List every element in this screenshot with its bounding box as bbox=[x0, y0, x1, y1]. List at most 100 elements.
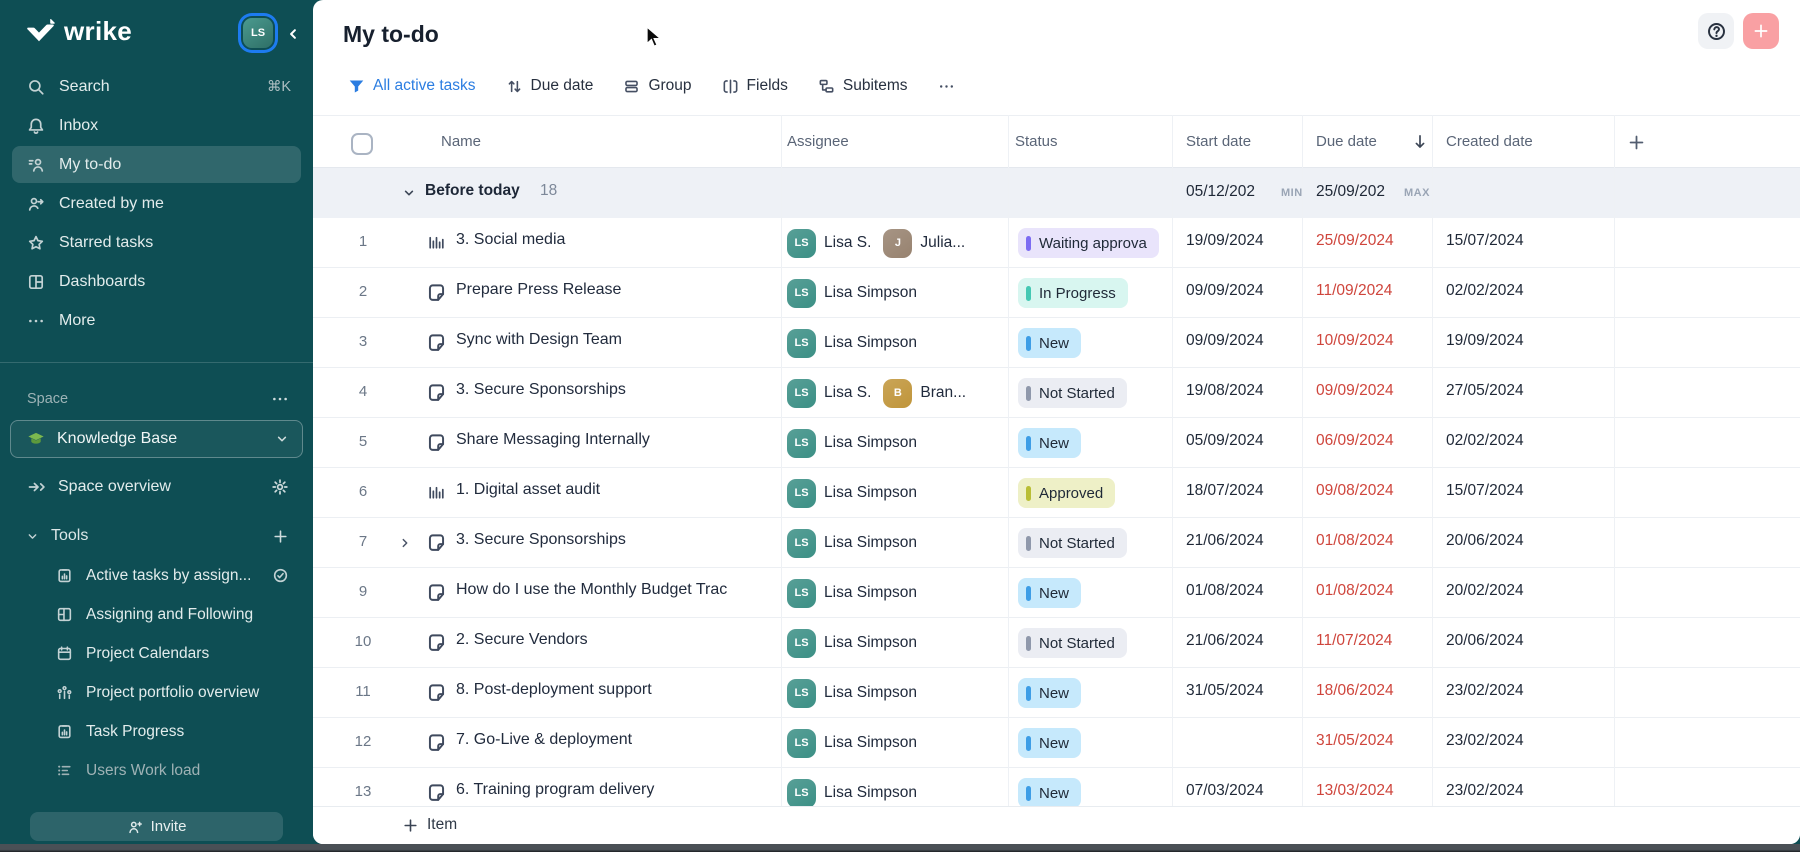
start-date-cell[interactable]: 31/05/2024 bbox=[1186, 682, 1264, 699]
space-more-icon[interactable] bbox=[271, 390, 289, 408]
start-date-cell[interactable]: 01/08/2024 bbox=[1186, 582, 1264, 599]
due-date-cell[interactable]: 10/09/2024 bbox=[1316, 332, 1394, 349]
select-all-checkbox[interactable] bbox=[351, 133, 373, 155]
status-badge[interactable]: New bbox=[1018, 328, 1082, 358]
due-date-cell[interactable]: 09/09/2024 bbox=[1316, 382, 1394, 399]
toolbar-more-button[interactable] bbox=[938, 78, 955, 95]
assignee-cell[interactable]: LS Lisa Simpson bbox=[787, 578, 1013, 608]
assignee-cell[interactable]: LS Lisa Simpson bbox=[787, 528, 1013, 558]
due-date-cell[interactable]: 01/08/2024 bbox=[1316, 532, 1394, 549]
status-badge[interactable]: Not Started bbox=[1018, 628, 1127, 658]
tool-item-project-portfolio-overview[interactable]: Project portfolio overview bbox=[0, 673, 313, 712]
column-header-created-date[interactable]: Created date bbox=[1446, 133, 1533, 150]
column-header-due-date[interactable]: Due date bbox=[1316, 133, 1377, 150]
space-selector-knowledge-base[interactable]: Knowledge Base bbox=[10, 420, 303, 458]
sort-descending-icon[interactable] bbox=[1411, 133, 1429, 151]
tool-item-project-calendars[interactable]: Project Calendars bbox=[0, 634, 313, 673]
status-badge[interactable]: New bbox=[1018, 678, 1082, 708]
add-tool-icon[interactable] bbox=[272, 528, 289, 545]
created-date-cell[interactable]: 23/02/2024 bbox=[1446, 732, 1524, 749]
task-row[interactable]: 13 6. Training program delivery LS Lisa Sim… bbox=[313, 768, 1800, 806]
task-name[interactable]: 3. Secure Sponsorships bbox=[456, 531, 626, 548]
task-row[interactable]: 3 Sync with Design Team LS Lisa Simpson New 0… bbox=[313, 318, 1800, 368]
expand-chevron-icon[interactable] bbox=[397, 535, 413, 551]
task-row[interactable]: 7 3. Secure Sponsorships LS Lisa Simpson Not… bbox=[313, 518, 1800, 568]
tool-item-assigning-and-following[interactable]: Assigning and Following bbox=[0, 595, 313, 634]
column-header-name[interactable]: Name bbox=[441, 133, 482, 150]
column-header-assignee[interactable]: Assignee bbox=[787, 133, 849, 150]
sidebar-item-dashboards[interactable]: Dashboards bbox=[0, 262, 313, 301]
add-item-row[interactable]: Item bbox=[313, 806, 1800, 844]
sidebar-item-starred-tasks[interactable]: Starred tasks bbox=[0, 223, 313, 262]
assignee-cell[interactable]: LS Lisa Simpson bbox=[787, 728, 1013, 758]
start-date-cell[interactable]: 19/09/2024 bbox=[1186, 232, 1264, 249]
task-row[interactable]: 2 Prepare Press Release LS Lisa Simpson In P… bbox=[313, 268, 1800, 318]
task-row[interactable]: 4 3. Secure Sponsorships LS Lisa S. B Bran...… bbox=[313, 368, 1800, 418]
start-date-cell[interactable]: 18/07/2024 bbox=[1186, 482, 1264, 499]
assignee-cell[interactable]: LS Lisa Simpson bbox=[787, 628, 1013, 658]
due-date-cell[interactable]: 18/06/2024 bbox=[1316, 682, 1394, 699]
sidebar-item-space-overview[interactable]: Space overview bbox=[27, 470, 289, 504]
status-badge[interactable]: Waiting approva bbox=[1018, 228, 1159, 258]
sidebar-item-more[interactable]: More bbox=[0, 301, 313, 340]
status-badge[interactable]: In Progress bbox=[1018, 278, 1128, 308]
status-badge[interactable]: Not Started bbox=[1018, 528, 1127, 558]
due-date-cell[interactable]: 06/09/2024 bbox=[1316, 432, 1394, 449]
gear-icon[interactable] bbox=[271, 478, 289, 496]
assignee-cell[interactable]: LS Lisa S. J Julia... bbox=[787, 228, 1013, 258]
created-date-cell[interactable]: 23/02/2024 bbox=[1446, 682, 1524, 699]
sort-button[interactable]: Due date bbox=[506, 77, 593, 95]
sidebar-collapse-icon[interactable] bbox=[284, 25, 302, 43]
user-avatar[interactable]: LS bbox=[243, 18, 273, 48]
task-row[interactable]: 12 7. Go-Live & deployment LS Lisa Simpson N… bbox=[313, 718, 1800, 768]
sidebar-item-my-to-do[interactable]: My to-do bbox=[0, 145, 313, 184]
status-badge[interactable]: New bbox=[1018, 778, 1082, 806]
add-column-icon[interactable] bbox=[1627, 133, 1646, 152]
created-date-cell[interactable]: 27/05/2024 bbox=[1446, 382, 1524, 399]
created-date-cell[interactable]: 20/06/2024 bbox=[1446, 632, 1524, 649]
wrike-logo[interactable]: wrike bbox=[26, 16, 132, 47]
task-name[interactable]: Prepare Press Release bbox=[456, 281, 622, 298]
group-collapse-chevron-icon[interactable] bbox=[401, 185, 417, 201]
task-name[interactable]: 1. Digital asset audit bbox=[456, 481, 601, 498]
task-name[interactable]: 8. Post-deployment support bbox=[456, 681, 652, 698]
task-name[interactable]: 3. Secure Sponsorships bbox=[456, 381, 626, 398]
subitems-button[interactable]: Subitems bbox=[818, 77, 908, 95]
task-name[interactable]: Share Messaging Internally bbox=[456, 431, 650, 448]
task-row[interactable]: 1 3. Social media LS Lisa S. J Julia... Waitin… bbox=[313, 218, 1800, 268]
tool-item-users-work-load[interactable]: Users Work load bbox=[0, 751, 313, 790]
task-row[interactable]: 9 How do I use the Monthly Budget Trac LS L… bbox=[313, 568, 1800, 618]
status-badge[interactable]: Not Started bbox=[1018, 378, 1127, 408]
fields-button[interactable]: Fields bbox=[722, 77, 788, 95]
created-date-cell[interactable]: 02/02/2024 bbox=[1446, 282, 1524, 299]
assignee-cell[interactable]: LS Lisa Simpson bbox=[787, 428, 1013, 458]
assignee-cell[interactable]: LS Lisa Simpson bbox=[787, 778, 1013, 806]
due-date-cell[interactable]: 31/05/2024 bbox=[1316, 732, 1394, 749]
created-date-cell[interactable]: 20/02/2024 bbox=[1446, 582, 1524, 599]
due-date-cell[interactable]: 25/09/2024 bbox=[1316, 232, 1394, 249]
task-name[interactable]: Sync with Design Team bbox=[456, 331, 622, 348]
status-badge[interactable]: New bbox=[1018, 578, 1082, 608]
status-badge[interactable]: Approved bbox=[1018, 478, 1116, 508]
start-date-cell[interactable]: 07/03/2024 bbox=[1186, 782, 1264, 799]
group-button[interactable]: Group bbox=[623, 77, 692, 95]
task-row[interactable]: 11 8. Post-deployment support LS Lisa Simps… bbox=[313, 668, 1800, 718]
task-row[interactable]: 6 1. Digital asset audit LS Lisa Simpson App… bbox=[313, 468, 1800, 518]
invite-button[interactable]: Invite bbox=[30, 812, 283, 841]
created-date-cell[interactable]: 15/07/2024 bbox=[1446, 482, 1524, 499]
sidebar-item-search[interactable]: Search ⌘K bbox=[0, 67, 313, 106]
due-date-cell[interactable]: 01/08/2024 bbox=[1316, 582, 1394, 599]
column-header-start-date[interactable]: Start date bbox=[1186, 133, 1252, 150]
task-name[interactable]: 2. Secure Vendors bbox=[456, 631, 588, 648]
assignee-cell[interactable]: LS Lisa Simpson bbox=[787, 328, 1013, 358]
sidebar-group-tools[interactable]: Tools bbox=[25, 519, 289, 553]
assignee-cell[interactable]: LS Lisa Simpson bbox=[787, 278, 1013, 308]
task-name[interactable]: 6. Training program delivery bbox=[456, 781, 655, 798]
tool-item-task-progress[interactable]: Task Progress bbox=[0, 712, 313, 751]
due-date-cell[interactable]: 13/03/2024 bbox=[1316, 782, 1394, 799]
column-header-status[interactable]: Status bbox=[1015, 133, 1058, 150]
created-date-cell[interactable]: 02/02/2024 bbox=[1446, 432, 1524, 449]
due-date-cell[interactable]: 11/07/2024 bbox=[1316, 632, 1393, 649]
due-date-cell[interactable]: 11/09/2024 bbox=[1316, 282, 1393, 299]
start-date-cell[interactable]: 21/06/2024 bbox=[1186, 532, 1264, 549]
